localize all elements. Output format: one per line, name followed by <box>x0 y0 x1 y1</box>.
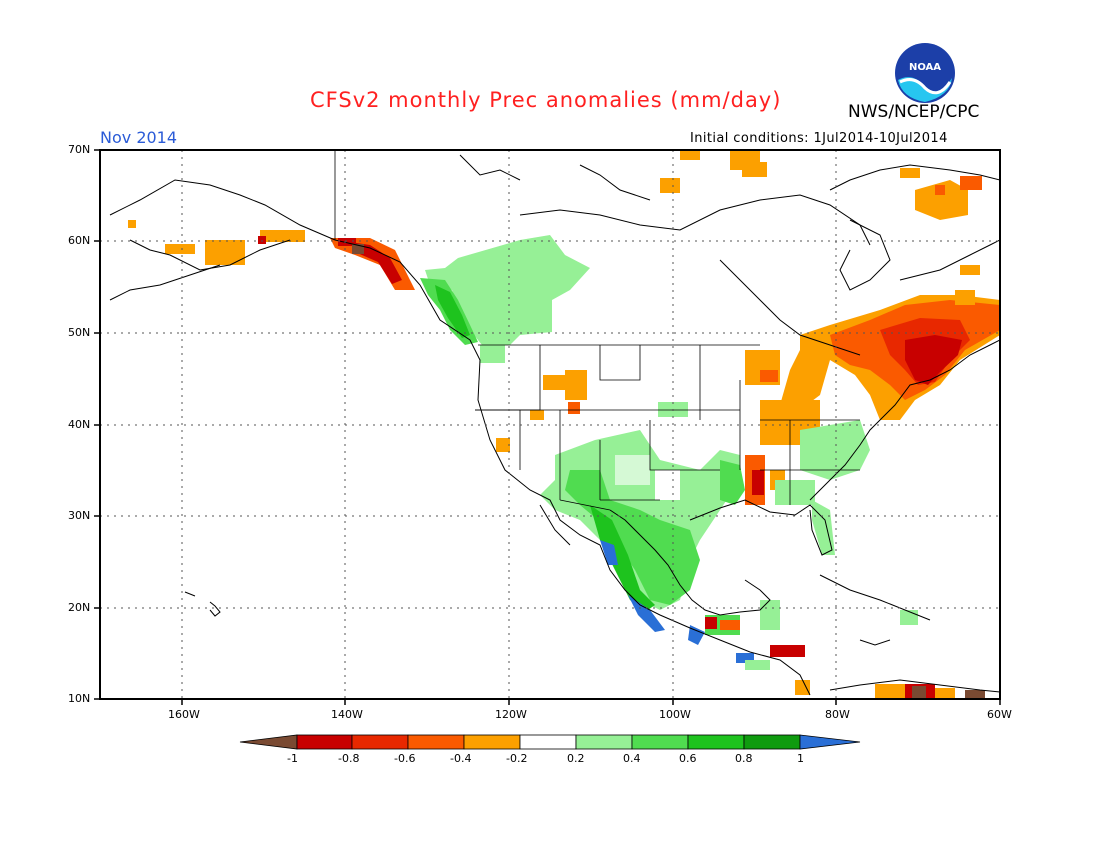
grid-lines <box>100 150 1000 699</box>
colorbar-swatch-5 <box>519 734 577 750</box>
lat-label-50n: 50N <box>68 326 91 339</box>
colorbar-swatch-4 <box>463 734 521 750</box>
agency-label: NWS/NCEP/CPC <box>848 102 980 122</box>
colorbar-upper-triangle <box>799 734 861 750</box>
lon-label-100w: 100W <box>659 708 691 721</box>
colorbar-swatch-8 <box>687 734 745 750</box>
colorbar-label: -0.4 <box>450 752 472 765</box>
anomaly-field <box>128 150 1000 699</box>
coastlines <box>109 154 1000 696</box>
initial-conditions: Initial conditions: 1Jul2014-10Jul2014 <box>690 131 948 146</box>
lon-label-160w: 160W <box>168 708 200 721</box>
lon-label-60w: 60W <box>987 708 1012 721</box>
lon-label-120w: 120W <box>495 708 527 721</box>
colorbar-swatch-3 <box>407 734 465 750</box>
colorbar-swatch-2 <box>351 734 409 750</box>
colorbar-label: 0.6 <box>679 752 697 765</box>
colorbar-swatch-1 <box>296 734 353 750</box>
forecast-month: Nov 2014 <box>100 128 178 147</box>
lat-label-40n: 40N <box>68 418 91 431</box>
colorbar <box>239 734 861 750</box>
colorbar-swatch-7 <box>631 734 689 750</box>
logo-text: NOAA <box>909 62 941 73</box>
lon-label-80w: 80W <box>825 708 850 721</box>
colorbar-label: -0.8 <box>338 752 360 765</box>
axis-ticks <box>94 149 1001 705</box>
lat-label-10n: 10N <box>68 692 91 705</box>
noaa-logo: NOAA <box>895 43 955 103</box>
colorbar-label: -1 <box>287 752 298 765</box>
colorbar-label: 1 <box>797 752 804 765</box>
colorbar-label: -0.6 <box>394 752 416 765</box>
lat-label-30n: 30N <box>68 509 91 522</box>
lat-label-60n: 60N <box>68 234 91 247</box>
lon-label-140w: 140W <box>331 708 363 721</box>
colorbar-label: -0.2 <box>506 752 528 765</box>
colorbar-label: 0.8 <box>735 752 753 765</box>
colorbar-label: 0.2 <box>567 752 585 765</box>
political-borders <box>334 150 860 511</box>
colorbar-label: 0.4 <box>623 752 641 765</box>
colorbar-lower-triangle <box>239 734 298 750</box>
map-title: CFSv2 monthly Prec anomalies (mm/day) <box>310 88 782 112</box>
lat-label-70n: 70N <box>68 143 91 156</box>
colorbar-swatch-9 <box>743 734 801 750</box>
lat-label-20n: 20N <box>68 601 91 614</box>
colorbar-swatch-6 <box>575 734 633 750</box>
